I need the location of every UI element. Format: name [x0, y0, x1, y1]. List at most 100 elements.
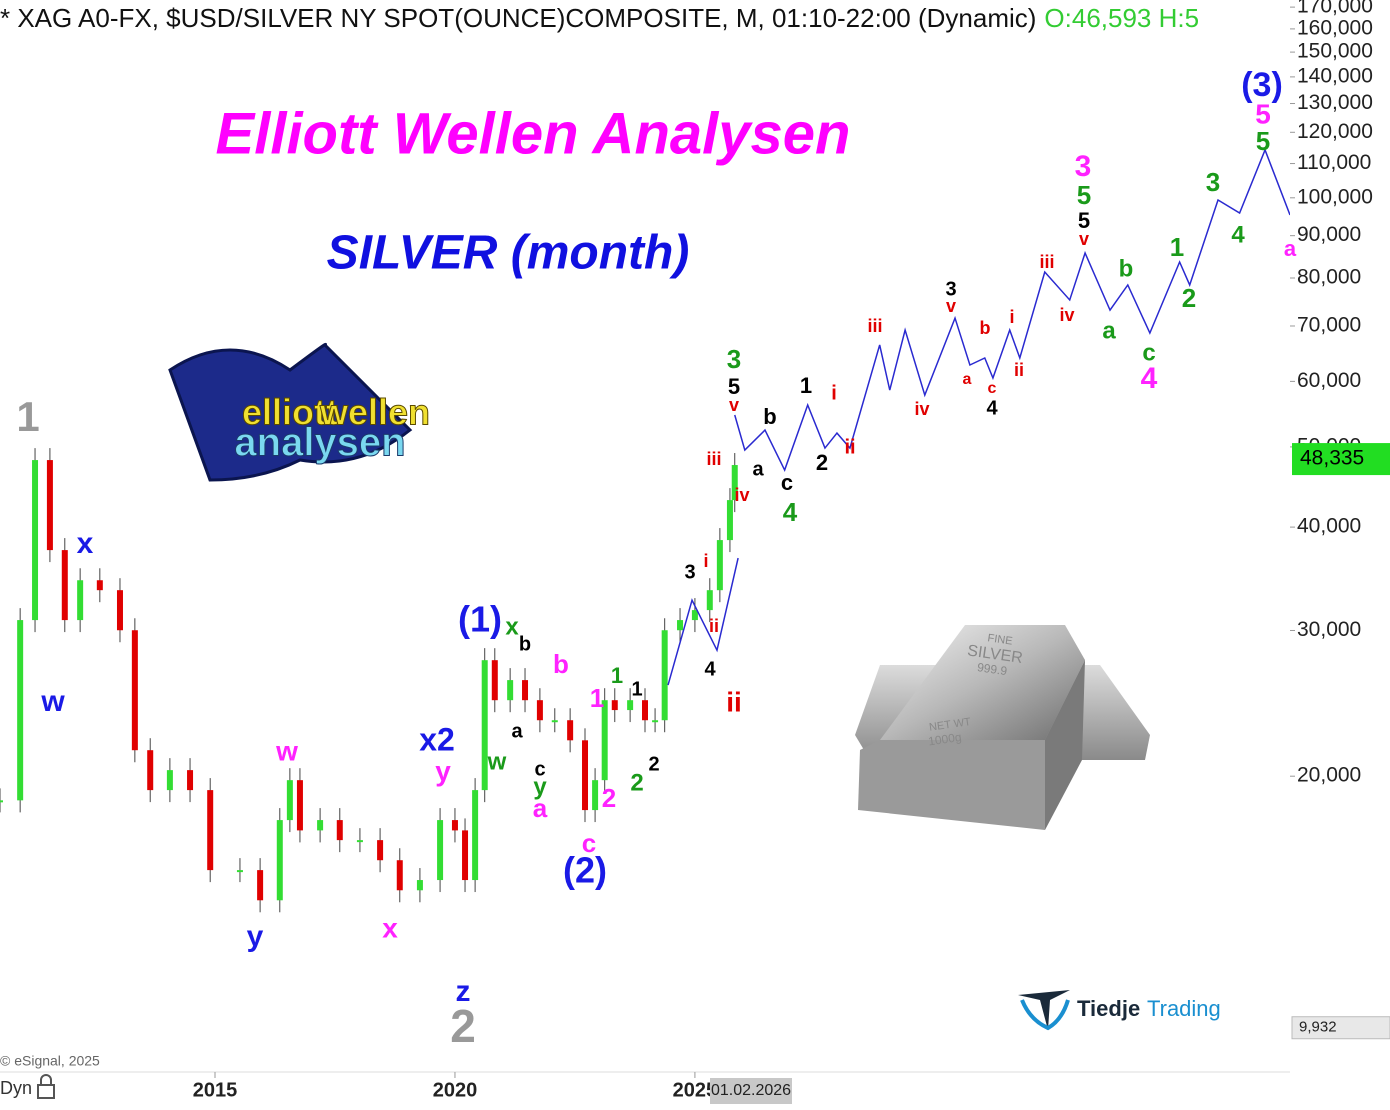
- candle: [716, 540, 723, 591]
- copyright: © eSignal, 2025: [0, 1053, 100, 1069]
- candle: [731, 465, 738, 501]
- x-axis: 2015 2020 2025: [193, 1072, 717, 1101]
- wave-label: 5: [1256, 126, 1270, 156]
- wave-label: ii: [844, 436, 855, 458]
- wave-label: iv: [1059, 305, 1074, 325]
- logo-text: Trading: [1147, 996, 1221, 1021]
- y-tick-label: 80,000: [1297, 266, 1361, 289]
- wave-label: ii: [709, 616, 719, 636]
- y-tick-label: 160,000: [1297, 16, 1373, 39]
- wave-label: 5: [1255, 98, 1271, 129]
- wave-label: a: [511, 720, 523, 742]
- y-tick-label: 170,000: [1297, 0, 1373, 18]
- wave-label: b: [980, 318, 991, 338]
- wave-label: a: [1284, 236, 1297, 261]
- wave-label: b: [519, 633, 531, 655]
- wave-label: a: [752, 458, 764, 480]
- candle: [61, 550, 68, 621]
- wave-label: 1: [590, 683, 604, 713]
- wave-label: iv: [734, 485, 749, 505]
- candle: [582, 740, 589, 811]
- y-tick-label: 30,000: [1297, 618, 1361, 641]
- bar-text: FINE: [987, 632, 1013, 647]
- wave-label: iii: [867, 316, 882, 336]
- y-tick-label: 90,000: [1297, 223, 1361, 246]
- wave-label: 2: [602, 783, 616, 813]
- candle: [46, 460, 53, 551]
- wave-label: w: [40, 685, 65, 718]
- logo-text: elliott: [242, 392, 338, 433]
- projection-line: [734, 147, 1290, 472]
- header-ohlc: O:46,593 H:5: [1044, 3, 1199, 33]
- wave-label: b: [763, 404, 776, 429]
- wave-label: a: [963, 371, 972, 388]
- wave-label: v: [729, 395, 739, 415]
- projection-line: [667, 557, 739, 686]
- candle: [396, 860, 403, 891]
- candle: [356, 840, 363, 843]
- wave-label: iii: [706, 449, 721, 469]
- wave-label: x: [77, 527, 94, 560]
- candle: [187, 770, 194, 791]
- y-tick-label: 40,000: [1297, 515, 1361, 538]
- y-tick-label: 70,000: [1297, 314, 1361, 337]
- wave-label: x: [505, 613, 519, 640]
- logo-text: analysen: [234, 421, 405, 465]
- bar-text: 999.9: [976, 660, 1008, 678]
- y-tick-label: 60,000: [1297, 369, 1361, 392]
- wave-label: 2: [1182, 283, 1196, 313]
- candle: [567, 720, 574, 741]
- wave-label: 3: [1075, 150, 1092, 183]
- wave-label: i: [1009, 307, 1014, 327]
- candle: [481, 660, 488, 791]
- candle: [296, 780, 303, 831]
- dyn-label: Dyn: [0, 1078, 32, 1098]
- candle: [336, 820, 343, 841]
- y-tick-label: 150,000: [1297, 40, 1373, 63]
- date-box: [710, 1078, 792, 1104]
- candle: [726, 500, 733, 541]
- wave-label: y: [435, 755, 451, 786]
- wave-label: 5: [728, 374, 740, 399]
- wave-label: 1: [16, 393, 39, 440]
- wave-label: 3: [727, 344, 741, 374]
- wave-label: 4: [1231, 221, 1245, 248]
- candle: [451, 820, 458, 831]
- wave-label: c: [534, 758, 545, 780]
- bar-text: NET WT: [928, 716, 971, 734]
- candle: [166, 770, 173, 791]
- candle: [131, 630, 138, 751]
- wave-label: w: [275, 735, 298, 766]
- wave-label: i: [703, 551, 708, 571]
- candle: [236, 870, 243, 873]
- candle: [691, 610, 698, 621]
- candle: [257, 870, 264, 901]
- candle: [536, 700, 543, 721]
- wave-label: 2: [648, 753, 659, 775]
- logo-text: wellen: [319, 392, 430, 433]
- wave-label: (1): [458, 599, 502, 640]
- wave-label: i: [831, 382, 837, 404]
- y-tick-label: 120,000: [1297, 120, 1373, 143]
- wave-label: b: [553, 649, 569, 679]
- wave-label: 1: [631, 678, 642, 700]
- wave-label: 5: [1078, 208, 1090, 233]
- date-box-label: 01.02.2026: [711, 1082, 791, 1099]
- low-marker-box: [1291, 1016, 1390, 1040]
- header-symbol: * XAG A0-FX, $USD/SILVER NY SPOT(OUNCE)C…: [0, 3, 1036, 33]
- wave-label: v: [1079, 229, 1089, 249]
- wave-label: x2: [419, 721, 455, 757]
- wave-label: c: [582, 828, 596, 858]
- wave-label: c: [988, 380, 997, 397]
- candle: [601, 700, 608, 781]
- candle: [17, 620, 24, 801]
- candle: [276, 820, 283, 901]
- candle: [462, 830, 469, 881]
- lock-icon: [37, 1074, 55, 1099]
- wave-label: 4: [1141, 362, 1158, 395]
- elliott-logo: elliott wellen analysen: [168, 342, 431, 482]
- logo-text: Tiedje: [1077, 996, 1140, 1021]
- candle: [116, 590, 123, 631]
- silver-bars: FINE SILVER 999.9 NET WT 1000g: [855, 625, 1150, 830]
